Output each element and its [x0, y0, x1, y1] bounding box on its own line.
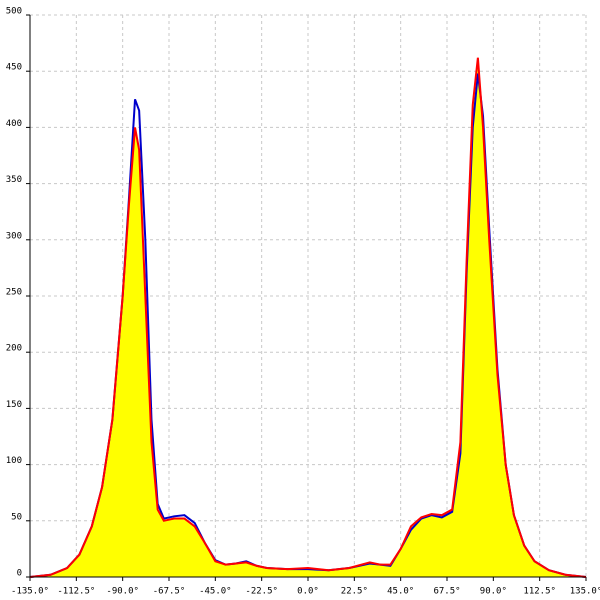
y-tick-label: 150: [6, 400, 22, 410]
x-tick-label: -22.5°: [245, 587, 278, 597]
x-tick-label: 0.0°: [297, 587, 319, 597]
y-tick-label: 400: [6, 119, 22, 129]
y-tick-label: 450: [6, 63, 22, 73]
x-tick-label: 112.5°: [523, 587, 556, 597]
line: [29, 57, 587, 578]
x-tick-label: 135.0°: [570, 587, 600, 597]
x-tick-label: -67.5°: [153, 587, 186, 597]
y-tick-label: 0: [17, 569, 22, 579]
x-tick-label: -112.5°: [57, 587, 95, 597]
x-tick-label: -45.0°: [199, 587, 232, 597]
area: [30, 57, 586, 578]
x-tick-label: -90.0°: [106, 587, 139, 597]
y-tick-label: 300: [6, 231, 22, 241]
y-tick-label: 500: [6, 7, 22, 17]
y-tick-label: 50: [11, 512, 22, 522]
y-tick-label: 250: [6, 288, 22, 298]
x-tick-label: -135.0°: [11, 587, 49, 597]
x-tick-label: 45.0°: [387, 587, 414, 597]
y-tick-label: 100: [6, 456, 22, 466]
x-tick-label: 90.0°: [480, 587, 507, 597]
x-tick-label: 22.5°: [341, 587, 368, 597]
y-tick-label: 200: [6, 344, 22, 354]
y-tick-label: 350: [6, 175, 22, 185]
x-tick-label: 67.5°: [433, 587, 460, 597]
